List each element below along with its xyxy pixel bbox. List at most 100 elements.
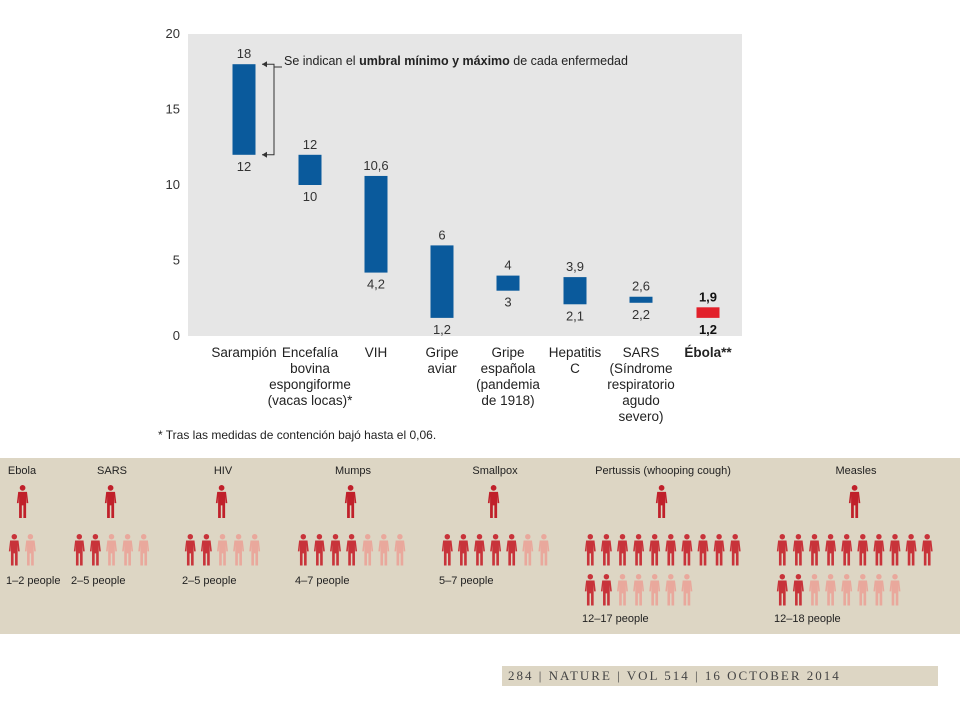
person-icon [346,534,358,566]
source-person-icon [487,485,500,518]
y-tick-label: 20 [166,26,180,41]
chart-annotation: Se indican el umbral mínimo y máximo de … [262,54,628,158]
person-icon [809,574,820,606]
source-person-icon [16,485,29,518]
person-icon [857,534,869,566]
disease-name: HIV [214,465,233,477]
disease-name: SARS [97,465,127,477]
person-icon [138,534,150,566]
person-icon [600,534,612,566]
pictogram-group: SARS 2–5 people [71,465,150,587]
person-icon [522,534,534,566]
people-range-label: 12–17 people [582,613,649,625]
person-icon [665,534,677,566]
person-icon [89,534,101,566]
person-icon [249,534,261,566]
range-bar [629,296,653,303]
people-range-label: 5–7 people [439,575,493,587]
person-icon [8,534,20,566]
svg-text:Se indican el umbral mínimo y: Se indican el umbral mínimo y máximo de … [284,54,628,68]
source-person-icon [344,485,357,518]
source-person-icon [655,485,668,518]
category-label: Ébola** [684,345,732,360]
category-label: VIH [365,345,388,360]
journal-footer: 284 | NATURE | VOL 514 | 16 OCTOBER 2014 [502,666,938,686]
category-label: Hepatitis [549,345,602,360]
person-icon [873,574,885,606]
person-icon [184,534,196,566]
source-person-icon [215,485,228,518]
bar-max-label: 12 [303,137,317,152]
bar-max-label: 18 [237,46,251,61]
pictogram-group: Measles 12–18 people [774,465,933,625]
disease-name: Ebola [8,465,37,477]
plot-background [188,34,742,336]
person-icon [362,534,374,566]
category-label: agudo [622,393,660,408]
person-icon [825,534,837,566]
y-tick-label: 5 [173,253,180,268]
person-icon [73,534,85,566]
category-label: severo) [618,409,663,424]
person-icon [457,534,469,566]
bar-min-label: 3 [504,295,511,310]
person-icon [889,574,901,606]
category-label: de 1918) [481,393,534,408]
people-range-label: 12–18 people [774,613,841,625]
pictogram-group: HIV 2–5 people [182,465,261,587]
category-label: respiratorio [607,377,675,392]
bar-min-label: 2,1 [566,308,584,323]
category-label: aviar [427,361,457,376]
person-icon [649,534,661,566]
category-label: C [570,361,580,376]
bar-max-label: 1,9 [699,289,717,304]
category-label: bovina [290,361,330,376]
category-label: SARS [623,345,660,360]
person-icon [24,534,36,566]
bracket-arrow-icon [262,151,267,158]
person-icon [729,534,741,566]
person-icon [330,534,341,566]
range-bar [696,307,720,318]
bar-min-label: 4,2 [367,277,385,292]
person-icon [889,534,901,566]
category-label: (pandemia [476,377,540,392]
person-icon [394,534,406,566]
person-icon [378,534,390,566]
person-icon [584,574,596,606]
person-icon [617,574,628,606]
pictogram-group: Pertussis (whooping cough) 12–17 people [582,465,741,625]
person-icon [857,574,869,606]
range-bar [563,277,587,305]
range-bar [430,245,454,318]
y-tick-label: 10 [166,177,180,192]
source-person-icon [104,485,117,518]
range-bar [364,175,388,273]
bar-max-label: 3,9 [566,259,584,274]
transmission-pictogram-panel: Ebola 1–2 people SARS 2–5 people HIV 2–5 peop… [0,458,960,634]
person-icon [441,534,453,566]
people-range-label: 1–2 people [6,575,60,587]
pictogram-group: Smallpox 5–7 people [439,465,550,587]
person-icon [297,534,309,566]
bar-max-label: 10,6 [363,158,388,173]
annotation-bold: umbral mínimo y máximo [359,54,510,68]
r0-range-chart: 0 5 10 15 20 18 12 12 10 10,6 4,2 6 1,2 4 3 3,9 2,1 2,6 2… [166,26,742,424]
category-label: Encefalía [282,345,339,360]
person-icon [600,574,612,606]
bar-min-label: 10 [303,189,317,204]
person-icon [200,534,212,566]
bar-min-label: 1,2 [433,322,451,337]
category-label: Sarampión [211,345,276,360]
category-label: espongiforme [269,377,351,392]
person-icon [792,534,804,566]
disease-name: Smallpox [472,465,518,477]
range-bar [496,275,520,291]
pictogram-group: Ebola 1–2 people [6,465,60,587]
annotation-suffix: de cada enfermedad [510,54,628,68]
disease-name: Pertussis (whooping cough) [595,465,731,477]
person-icon [506,534,518,566]
y-tick-label: 0 [173,328,180,343]
bracket-arrow-icon [262,61,267,68]
person-icon [122,534,134,566]
